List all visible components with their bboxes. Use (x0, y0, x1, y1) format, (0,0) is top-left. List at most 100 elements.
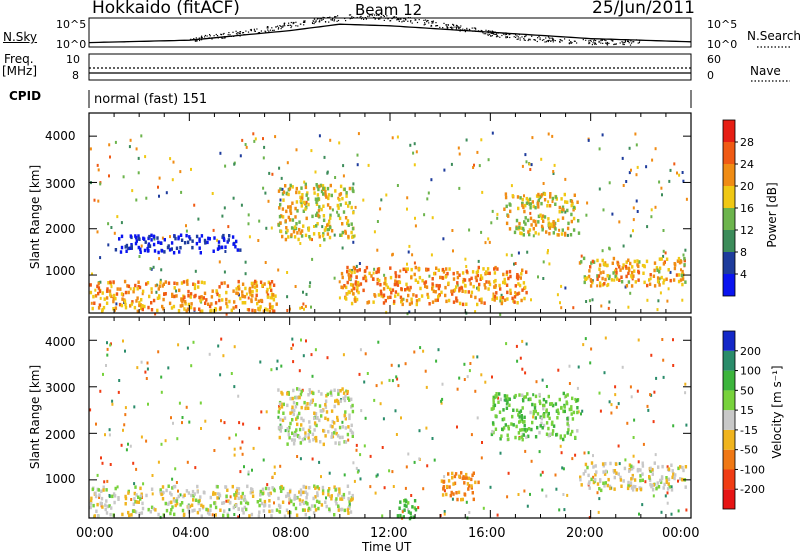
nsearch-point (459, 30, 461, 32)
power-cell (193, 203, 196, 207)
nsearch-point (536, 40, 538, 43)
power-cell (428, 274, 431, 278)
velocity-cell (587, 481, 591, 486)
power-cell (364, 269, 367, 273)
velocity-cell (564, 394, 568, 398)
power-cell (509, 274, 512, 279)
power-cell (534, 219, 537, 224)
power-cell (583, 280, 586, 285)
power-cell (380, 292, 383, 296)
power-cell (211, 289, 214, 293)
power-cell (440, 290, 443, 295)
velocity-colorbar-tick-label: -200 (740, 483, 765, 496)
velocity-cell (508, 397, 511, 401)
power-cell (405, 269, 408, 274)
velocity-cell (200, 427, 202, 430)
power-cell (491, 209, 494, 213)
power-cell (280, 176, 283, 180)
power-cell (588, 269, 591, 273)
velocity-cell (121, 512, 124, 517)
velocity-cell (343, 398, 347, 403)
velocity-cell (613, 475, 616, 480)
power-cell (601, 258, 604, 263)
nsearch-point (372, 16, 375, 19)
vel-ytick-3000: 3000 (45, 381, 76, 395)
power-cell (108, 289, 112, 293)
velocity-cell (307, 406, 310, 410)
power-colorbar-swatch (723, 142, 735, 164)
power-cell (180, 190, 183, 194)
power-cell (487, 237, 490, 241)
velocity-cell (127, 510, 130, 515)
power-cell (451, 292, 454, 296)
nsearch-point (475, 30, 477, 32)
velocity-cell (677, 509, 680, 513)
velocity-cell (521, 406, 524, 410)
velocity-cell (520, 435, 524, 439)
velocity-cell (468, 369, 471, 373)
velocity-cell (545, 494, 548, 498)
power-cell (681, 282, 684, 287)
velocity-cell (289, 396, 292, 401)
power-cell (491, 297, 494, 301)
power-cell (636, 165, 639, 169)
velocity-cell (467, 484, 471, 488)
nsearch-point (454, 26, 456, 28)
power-cell (480, 230, 483, 234)
power-cell (286, 161, 289, 165)
velocity-cell (161, 490, 164, 495)
velocity-cell (629, 385, 632, 389)
power-cell (165, 191, 168, 195)
power-cell (257, 299, 260, 303)
velocity-cell (150, 487, 154, 491)
power-cell (328, 220, 331, 224)
velocity-cell (133, 491, 136, 496)
power-cell (179, 246, 182, 250)
power-cell (658, 283, 661, 287)
velocity-cell (541, 378, 544, 382)
power-cell (355, 297, 359, 302)
power-cell (302, 290, 304, 294)
power-cell (517, 282, 520, 286)
velocity-cell (229, 495, 232, 499)
power-cell (669, 168, 672, 172)
velocity-cell (172, 421, 174, 425)
velocity-cell (167, 484, 170, 488)
power-cell (424, 280, 428, 284)
velocity-cell (538, 392, 541, 397)
velocity-cell (348, 503, 351, 506)
nsearch-point (245, 30, 247, 32)
power-cell (137, 280, 140, 284)
velocity-cell (138, 511, 141, 516)
power-cell (346, 219, 350, 223)
power-cell (554, 202, 557, 206)
velocity-cell (277, 496, 280, 501)
power-cell (331, 208, 334, 212)
velocity-cell (228, 508, 231, 512)
velocity-cell (278, 405, 281, 408)
freq-tick-10: 10 (66, 53, 80, 66)
nsearch-point (314, 21, 316, 23)
velocity-cell (304, 406, 307, 411)
power-cell (195, 234, 199, 239)
power-cell (404, 267, 408, 271)
power-cell (674, 263, 677, 267)
velocity-cell (312, 511, 316, 515)
nsearch-point (482, 32, 484, 34)
nsearch-point (464, 29, 466, 31)
power-cell (618, 278, 621, 282)
power-cell (197, 285, 200, 289)
velocity-cell (259, 489, 262, 494)
power-cell (286, 228, 289, 233)
power-cell (650, 208, 653, 212)
power-cell (611, 212, 614, 216)
nsearch-point (623, 43, 625, 46)
power-cell (270, 226, 273, 230)
power-cell (279, 187, 282, 191)
velocity-cell (130, 513, 133, 517)
velocity-cell (106, 504, 109, 509)
nsearch-point (220, 33, 222, 35)
power-cell (114, 140, 117, 144)
nsearch-point (548, 37, 550, 39)
power-cell (167, 281, 171, 285)
